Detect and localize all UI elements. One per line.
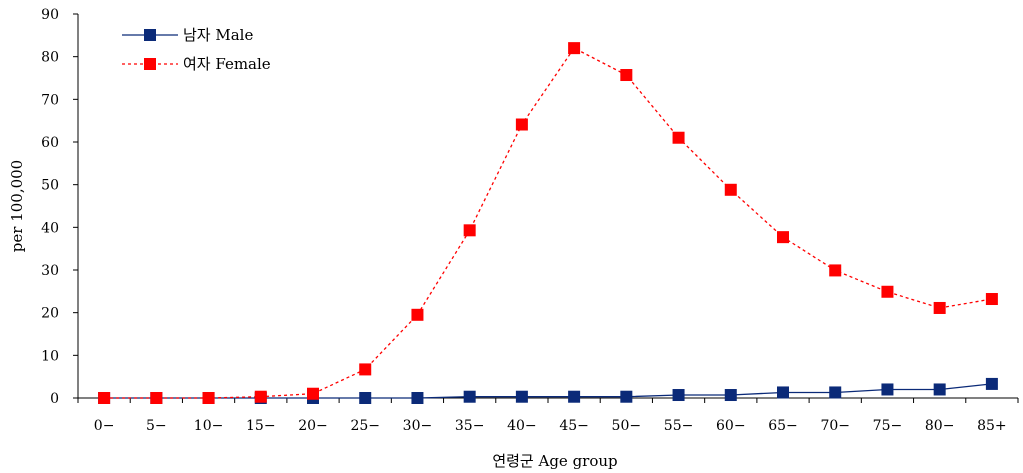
x-tick-label: 70− bbox=[820, 418, 850, 434]
legend-label-female: 여자 Female bbox=[183, 55, 271, 73]
x-tick-label: 0− bbox=[94, 418, 115, 434]
data-point-male bbox=[463, 390, 476, 403]
y-axis: 0 10 20 30 40 50 60 70 80 90 bbox=[41, 7, 79, 407]
y-tick-label: 50 bbox=[41, 178, 59, 194]
x-tick-label: 10− bbox=[194, 418, 224, 434]
data-point-male bbox=[515, 390, 528, 403]
data-point-male bbox=[620, 390, 633, 403]
data-point-female bbox=[777, 231, 789, 244]
data-point-male bbox=[829, 386, 842, 399]
legend: 남자 Male 여자 Female bbox=[122, 26, 271, 73]
data-point-female bbox=[620, 69, 633, 82]
data-point-female bbox=[933, 301, 946, 314]
x-tick-label: 55− bbox=[664, 418, 694, 434]
data-point-male bbox=[881, 383, 894, 396]
data-point-female bbox=[307, 387, 319, 400]
data-point-male bbox=[359, 392, 372, 404]
y-tick-label: 0 bbox=[50, 391, 59, 407]
x-tick-label: 35− bbox=[455, 418, 485, 434]
y-tick-label: 10 bbox=[41, 348, 59, 364]
x-tick-label: 5− bbox=[146, 418, 167, 434]
data-point-female bbox=[359, 363, 372, 376]
x-ticks: 0− 5− 10− 15− 20− 25− 30− 35− 40− 45− 50− 55− 60− 65−… bbox=[77, 398, 1019, 434]
y-tick-label: 70 bbox=[41, 92, 59, 108]
data-point-male bbox=[933, 383, 946, 396]
x-axis-title: 연령군 Age group bbox=[492, 452, 617, 470]
data-point-male bbox=[724, 389, 737, 402]
legend-label-male: 남자 Male bbox=[183, 26, 253, 44]
data-point-female bbox=[724, 183, 737, 196]
data-point-female bbox=[411, 308, 424, 321]
data-point-female bbox=[98, 392, 111, 404]
y-tick-label: 40 bbox=[41, 220, 59, 236]
y-tick-label: 80 bbox=[41, 50, 59, 66]
series-line-male bbox=[104, 383, 992, 399]
series-line-female bbox=[104, 47, 993, 399]
data-point-female bbox=[568, 42, 581, 55]
y-tick-label: 60 bbox=[41, 135, 59, 151]
x-axis: 0− 5− 10− 15− 20− 25− 30− 35− 40− 45− 50− 55− 60− 65−… bbox=[77, 397, 1019, 434]
data-point-male bbox=[985, 377, 998, 390]
x-tick-label: 75− bbox=[873, 418, 903, 434]
x-tick-label: 30− bbox=[403, 418, 433, 434]
data-point-female bbox=[881, 285, 894, 298]
legend-marker-female bbox=[144, 58, 156, 70]
y-tick-label: 90 bbox=[41, 7, 59, 23]
x-tick-label: 85+ bbox=[977, 418, 1007, 434]
x-tick-label: 25− bbox=[350, 418, 380, 434]
data-point-male bbox=[411, 392, 424, 404]
data-point-female bbox=[985, 293, 998, 306]
data-point-female bbox=[672, 131, 685, 144]
x-tick-label: 50− bbox=[612, 418, 642, 434]
y-tick-label: 20 bbox=[41, 306, 59, 322]
y-axis-title: per 100,000 bbox=[8, 160, 26, 252]
data-point-female bbox=[202, 392, 215, 404]
legend-item-female: 여자 Female bbox=[122, 55, 271, 73]
x-tick-label: 45− bbox=[559, 418, 589, 434]
legend-item-male: 남자 Male bbox=[122, 26, 253, 44]
data-point-male bbox=[568, 390, 581, 403]
y-ticks: 0 10 20 30 40 50 60 70 80 90 bbox=[41, 7, 78, 407]
x-tick-label: 60− bbox=[716, 418, 746, 434]
series-layer bbox=[98, 42, 998, 404]
x-tick-label: 40− bbox=[507, 418, 537, 434]
data-point-female bbox=[254, 390, 267, 403]
x-tick-label: 80− bbox=[925, 418, 955, 434]
x-tick-label: 20− bbox=[298, 418, 328, 434]
data-point-female bbox=[515, 118, 528, 131]
y-tick-label: 30 bbox=[41, 263, 59, 279]
data-point-female bbox=[829, 264, 842, 277]
x-tick-label: 15− bbox=[246, 418, 276, 434]
data-point-male bbox=[777, 386, 789, 399]
legend-marker-male bbox=[144, 29, 156, 41]
data-point-female bbox=[463, 224, 476, 237]
x-tick-label: 65− bbox=[768, 418, 798, 434]
data-point-female bbox=[150, 392, 163, 404]
data-point-male bbox=[672, 389, 685, 402]
